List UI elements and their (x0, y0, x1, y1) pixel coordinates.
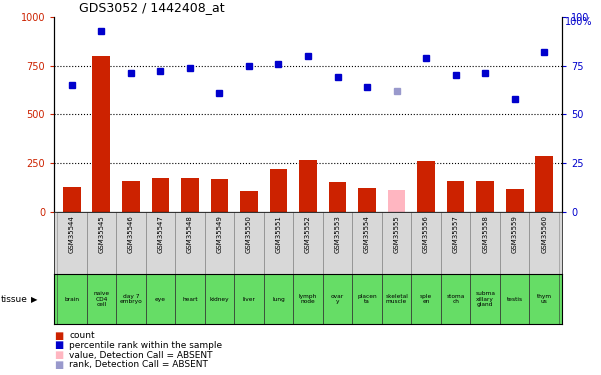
Text: thym
us: thym us (537, 294, 552, 304)
Bar (299, 160, 317, 212)
Text: naive
CD4
cell: naive CD4 cell (93, 291, 109, 308)
Text: 100%: 100% (565, 17, 593, 27)
Text: GSM35557: GSM35557 (453, 215, 459, 253)
Bar (264, 274, 293, 324)
Bar (93, 56, 110, 212)
Bar (210, 179, 228, 212)
Text: heart: heart (182, 297, 198, 302)
Bar (264, 212, 293, 274)
Bar (471, 212, 500, 274)
Text: count: count (69, 331, 95, 340)
Bar (57, 212, 87, 274)
Bar (352, 274, 382, 324)
Text: ■: ■ (54, 360, 63, 370)
Bar (382, 212, 411, 274)
Text: ■: ■ (54, 331, 63, 340)
Bar (411, 212, 441, 274)
Bar (500, 274, 529, 324)
Text: stoma
ch: stoma ch (447, 294, 465, 304)
Text: GSM35545: GSM35545 (99, 215, 105, 253)
Bar (529, 212, 559, 274)
Bar (175, 274, 205, 324)
Bar (323, 274, 352, 324)
Bar (87, 212, 116, 274)
Bar (63, 186, 81, 212)
Bar (529, 274, 559, 324)
Text: percentile rank within the sample: percentile rank within the sample (69, 341, 222, 350)
Text: GSM35559: GSM35559 (511, 215, 517, 253)
Bar (145, 274, 175, 324)
Bar (500, 212, 529, 274)
Text: lymph
node: lymph node (299, 294, 317, 304)
Text: ■: ■ (54, 340, 63, 350)
Bar (234, 212, 264, 274)
Bar (441, 274, 471, 324)
Bar (411, 274, 441, 324)
Text: lung: lung (272, 297, 285, 302)
Bar (175, 212, 205, 274)
Text: GDS3052 / 1442408_at: GDS3052 / 1442408_at (79, 2, 225, 14)
Text: GSM35548: GSM35548 (187, 215, 193, 253)
Bar (293, 274, 323, 324)
Text: testis: testis (507, 297, 523, 302)
Bar (151, 178, 169, 212)
Text: ▶: ▶ (31, 295, 38, 304)
Bar (417, 161, 435, 212)
Bar (234, 274, 264, 324)
Text: value, Detection Call = ABSENT: value, Detection Call = ABSENT (69, 351, 213, 360)
Bar (323, 212, 352, 274)
Text: GSM35544: GSM35544 (69, 215, 75, 253)
Text: GSM35550: GSM35550 (246, 215, 252, 253)
Bar (506, 189, 523, 212)
Bar (57, 274, 87, 324)
Bar (116, 212, 145, 274)
Bar (382, 274, 411, 324)
Text: sple
en: sple en (420, 294, 432, 304)
Text: liver: liver (243, 297, 255, 302)
Text: GSM35554: GSM35554 (364, 215, 370, 253)
Bar (240, 191, 258, 212)
Text: GSM35546: GSM35546 (128, 215, 134, 253)
Text: ■: ■ (54, 350, 63, 360)
Text: rank, Detection Call = ABSENT: rank, Detection Call = ABSENT (69, 360, 208, 369)
Bar (116, 274, 145, 324)
Text: kidney: kidney (210, 297, 229, 302)
Text: GSM35552: GSM35552 (305, 215, 311, 253)
Text: GSM35547: GSM35547 (157, 215, 163, 253)
Bar (205, 212, 234, 274)
Text: day 7
embryо: day 7 embryо (120, 294, 142, 304)
Bar (477, 181, 494, 212)
Bar (205, 274, 234, 324)
Bar (145, 212, 175, 274)
Text: GSM35560: GSM35560 (542, 215, 548, 253)
Text: GSM35555: GSM35555 (394, 215, 400, 253)
Text: eye: eye (155, 297, 166, 302)
Text: GSM35551: GSM35551 (275, 215, 281, 253)
Text: placen
ta: placen ta (357, 294, 377, 304)
Text: GSM35553: GSM35553 (335, 215, 341, 253)
Text: subma
xillary
gland: subma xillary gland (475, 291, 495, 308)
Bar (447, 181, 465, 212)
Text: GSM35558: GSM35558 (482, 215, 488, 253)
Bar (535, 156, 553, 212)
Bar (441, 212, 471, 274)
Bar (122, 181, 139, 212)
Bar (87, 274, 116, 324)
Bar (329, 182, 346, 212)
Bar (388, 190, 406, 212)
Text: tissue: tissue (1, 295, 28, 304)
Text: skeletal
muscle: skeletal muscle (385, 294, 408, 304)
Bar (270, 169, 287, 212)
Text: ovar
y: ovar y (331, 294, 344, 304)
Bar (358, 188, 376, 212)
Text: brain: brain (64, 297, 79, 302)
Bar (352, 212, 382, 274)
Text: GSM35549: GSM35549 (216, 215, 222, 253)
Bar (181, 178, 199, 212)
Text: GSM35556: GSM35556 (423, 215, 429, 253)
Bar (293, 212, 323, 274)
Bar (471, 274, 500, 324)
